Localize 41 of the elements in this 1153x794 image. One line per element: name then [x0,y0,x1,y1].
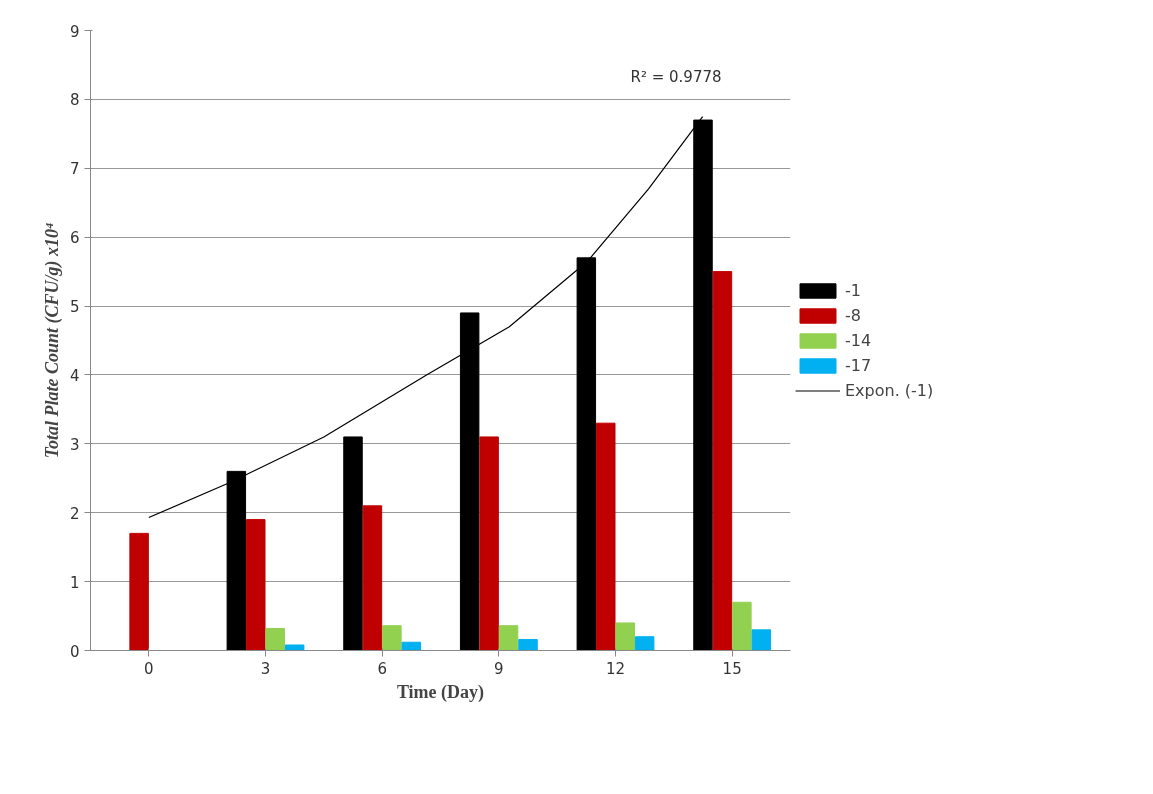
y-axis-title: Total Plate Count (CFU/g) x10⁴ [41,222,63,459]
bar [246,519,266,651]
y-tick-label: 2 [69,504,80,523]
bar [518,638,538,651]
x-tick-label: 15 [722,659,742,678]
x-axis-title: Time (Day) [396,681,485,703]
bar [129,532,149,651]
y-tick-label: 5 [69,298,80,317]
annotation: R² = 0.9778 [630,67,722,86]
bar [615,622,635,651]
x-tick-label: 6 [377,659,387,678]
bar [401,641,422,651]
x-tick-label: 9 [494,659,504,678]
bar [265,627,285,651]
legend-label: -1 [845,280,862,300]
bar [284,644,305,651]
legend-label: Expon. (-1) [845,380,934,400]
bar [479,436,499,651]
x-tick-label: 12 [605,659,626,678]
bar [634,636,655,651]
bar [382,625,402,651]
y-tick-label: 3 [69,435,80,454]
legend-label: -14 [845,330,873,350]
bar [596,422,616,651]
y-tick-label: 8 [69,91,80,110]
bar [732,601,752,651]
y-tick-label: 6 [69,229,80,248]
legend-label: -8 [845,305,862,325]
x-tick-label: 0 [144,659,154,678]
y-tick-label: 1 [69,573,80,592]
y-tick-label: 7 [69,160,80,179]
y-tick-label: 9 [69,22,80,41]
y-tick-label: 4 [69,366,80,385]
bar [498,625,519,651]
bar [362,505,383,651]
legend-label: -17 [845,355,873,375]
bar [712,271,733,651]
bar [751,629,772,651]
bar [343,436,363,651]
x-tick-label: 3 [260,659,271,678]
y-tick-label: 0 [69,642,80,661]
